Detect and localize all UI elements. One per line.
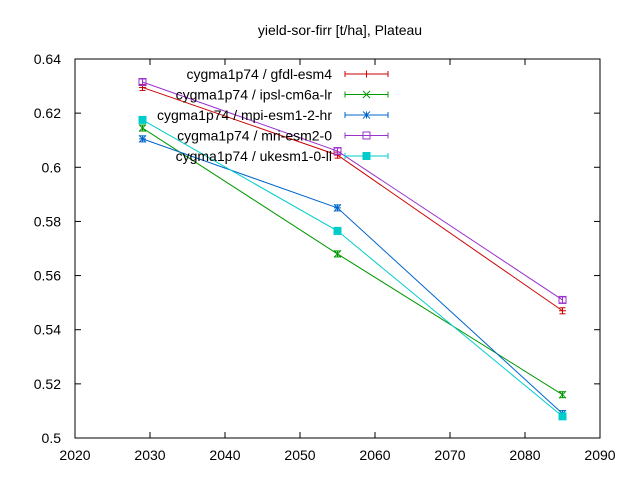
legend-marker-1 [362,90,371,99]
x-tick-label: 2070 [434,447,465,463]
series-layer [138,78,567,421]
data-point-3-2 [558,295,567,304]
legend-label-3: cygma1p74 / mri-esm2-0 [177,128,332,144]
x-tick-label: 2020 [59,447,90,463]
data-point-1-2 [558,390,567,399]
legend-label-0: cygma1p74 / gfdl-esm4 [186,66,332,82]
y-tick-label: 0.52 [34,376,61,392]
data-point-1-1 [333,250,342,258]
data-point-3-1 [333,147,342,156]
chart-title: yield-sor-firr [t/ha], Plateau [258,22,422,38]
legend: cygma1p74 / gfdl-esm4 cygma1p74 / ipsl-cm… [157,66,389,164]
x-tick-label: 2060 [359,447,390,463]
x-tick-label: 2090 [584,447,615,463]
legend-marker-4 [362,152,371,160]
series-line-1 [142,127,563,396]
legend-label-2: cygma1p74 / mpi-esm1-2-hr [157,107,332,123]
y-tick-label: 0.62 [34,105,61,121]
data-point-2-1 [333,204,342,212]
data-point-4-2 [558,412,567,421]
y-tick-label: 0.6 [42,159,62,175]
y-tick-label: 0.58 [34,213,61,229]
plot-border [74,58,601,439]
data-point-2-0 [138,135,147,143]
x-tick-label: 2050 [284,447,315,463]
y-tick-label: 0.64 [34,51,61,67]
legend-marker-2 [362,111,371,119]
x-tick-label: 2080 [509,447,540,463]
data-point-3-0 [138,78,147,87]
x-tick-label: 2040 [209,447,240,463]
y-axis: 0.5 0.52 0.54 0.56 0.58 0.6 0.62 0.64 [34,51,600,446]
data-point-4-1 [333,226,342,235]
legend-marker-0 [363,70,370,78]
legend-label-4: cygma1p74 / ukesm1-0-ll [176,148,332,164]
plot-frame [74,58,601,439]
legend-marker-3 [362,131,371,140]
series-line-4 [142,119,563,417]
x-axis: 2020 2030 2040 2050 2060 2070 2080 2090 [59,59,616,463]
data-point-4-0 [138,115,147,124]
legend-label-1: cygma1p74 / ipsl-cm6a-lr [176,87,333,103]
series-line-2 [142,138,563,415]
data-point-0-2 [559,307,566,315]
x-tick-label: 2030 [134,447,165,463]
data-point-1-0 [138,124,147,132]
y-tick-label: 0.54 [34,322,61,338]
y-tick-label: 0.5 [42,430,62,446]
y-tick-label: 0.56 [34,268,61,284]
